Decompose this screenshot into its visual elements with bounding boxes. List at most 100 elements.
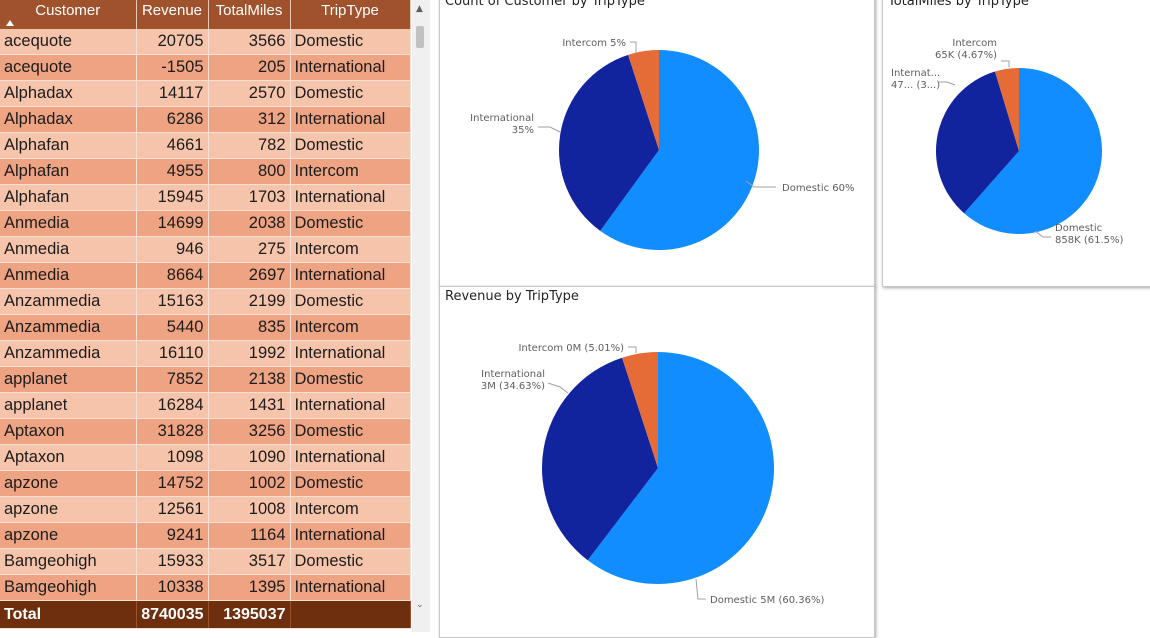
cell-customer: apzone bbox=[0, 522, 137, 549]
cell-customer: Anmedia bbox=[0, 210, 137, 237]
data-label: 858K (61.5%) bbox=[1055, 235, 1123, 246]
table-row[interactable]: Bamgeohigh 10338 1395 International bbox=[0, 574, 411, 601]
table-row[interactable]: applanet 16284 1431 International bbox=[0, 392, 411, 419]
table-row[interactable]: Alphafan 4661 782 Domestic bbox=[0, 132, 411, 159]
total-revenue: 8740035 bbox=[136, 600, 209, 629]
cell-totalmiles: 2038 bbox=[208, 210, 291, 237]
cell-revenue: 8664 bbox=[136, 262, 209, 289]
table-row[interactable]: Alphafan 15945 1703 International bbox=[0, 184, 411, 211]
cell-triptype: International bbox=[290, 392, 411, 419]
cell-customer: Aptaxon bbox=[0, 418, 137, 445]
leader-line bbox=[745, 180, 776, 188]
cell-revenue: 16110 bbox=[136, 340, 209, 367]
table-row[interactable]: Bamgeohigh 15933 3517 Domestic bbox=[0, 548, 411, 575]
scroll-down-arrow-icon[interactable]: ⌄ bbox=[416, 600, 424, 610]
cell-revenue: 4661 bbox=[136, 132, 209, 159]
table-row[interactable]: Anmedia 8664 2697 International bbox=[0, 262, 411, 289]
customer-table-visual: Customer Revenue TotalMiles TripType ace… bbox=[0, 0, 430, 632]
chart-title: Count of Customer by TripType bbox=[445, 0, 645, 9]
sort-ascending-icon[interactable] bbox=[6, 20, 14, 26]
table-row[interactable]: acequote 20705 3566 Domestic bbox=[0, 29, 411, 55]
data-label: Intercom bbox=[952, 38, 997, 49]
cell-triptype: Intercom bbox=[290, 236, 411, 263]
cell-customer: Anzammedia bbox=[0, 340, 137, 367]
pie-slice-intercom[interactable] bbox=[628, 50, 659, 150]
cell-triptype: International bbox=[290, 54, 411, 81]
table-row[interactable]: Aptaxon 31828 3256 Domestic bbox=[0, 418, 411, 445]
chart-title: TotalMiles by TripType bbox=[888, 0, 1029, 9]
data-label: Intercom 5% bbox=[562, 38, 626, 49]
cell-totalmiles: 205 bbox=[208, 54, 291, 81]
pie-slice-intercom[interactable] bbox=[994, 68, 1019, 151]
table-row[interactable]: Anmedia 946 275 Intercom bbox=[0, 236, 411, 263]
cell-customer: Alphadax bbox=[0, 80, 137, 107]
table-header-row: Customer Revenue TotalMiles TripType bbox=[0, 0, 411, 29]
table-row[interactable]: Anzammedia 15163 2199 Domestic bbox=[0, 288, 411, 315]
cell-totalmiles: 1090 bbox=[208, 444, 291, 471]
total-miles: 1395037 bbox=[208, 600, 291, 629]
table-row[interactable]: applanet 7852 2138 Domestic bbox=[0, 366, 411, 393]
cell-totalmiles: 3256 bbox=[208, 418, 291, 445]
column-header-totalmiles[interactable]: TotalMiles bbox=[208, 0, 291, 29]
pie-slice-intercom[interactable] bbox=[622, 352, 658, 468]
cell-totalmiles: 1992 bbox=[208, 340, 291, 367]
cell-triptype: International bbox=[290, 106, 411, 133]
table-row[interactable]: Alphadax 14117 2570 Domestic bbox=[0, 80, 411, 107]
cell-totalmiles: 2199 bbox=[208, 288, 291, 315]
cell-revenue: 14117 bbox=[136, 80, 209, 107]
table-scrollbar[interactable]: ▲ ⌄ bbox=[412, 0, 430, 632]
cell-revenue: 15945 bbox=[136, 184, 209, 211]
cell-revenue: 1098 bbox=[136, 444, 209, 471]
pie-slice-international[interactable] bbox=[542, 357, 658, 561]
cell-triptype: Domestic bbox=[290, 132, 411, 159]
cell-totalmiles: 2570 bbox=[208, 80, 291, 107]
cell-triptype: Intercom bbox=[290, 496, 411, 523]
table-row[interactable]: apzone 14752 1002 Domestic bbox=[0, 470, 411, 497]
leader-line bbox=[547, 382, 569, 394]
cell-totalmiles: 1164 bbox=[208, 522, 291, 549]
table-row[interactable]: Anmedia 14699 2038 Domestic bbox=[0, 210, 411, 237]
leader-line bbox=[1034, 230, 1051, 238]
table-row[interactable]: apzone 12561 1008 Intercom bbox=[0, 496, 411, 523]
table-row[interactable]: Anzammedia 16110 1992 International bbox=[0, 340, 411, 367]
table-row[interactable]: Aptaxon 1098 1090 International bbox=[0, 444, 411, 471]
cell-revenue: -1505 bbox=[136, 54, 209, 81]
cell-totalmiles: 782 bbox=[208, 132, 291, 159]
table-row[interactable]: Alphadax 6286 312 International bbox=[0, 106, 411, 133]
cell-customer: apzone bbox=[0, 470, 137, 497]
totalmiles-by-triptype-pie-card[interactable]: TotalMiles by TripType Domestic 858K (61.… bbox=[882, 0, 1150, 287]
cell-revenue: 6286 bbox=[136, 106, 209, 133]
column-header-revenue[interactable]: Revenue bbox=[136, 0, 209, 29]
data-label: 3M (34.63%) bbox=[481, 381, 545, 392]
table-row[interactable]: Anzammedia 5440 835 Intercom bbox=[0, 314, 411, 341]
cell-triptype: Domestic bbox=[290, 80, 411, 107]
table-row[interactable]: Alphafan 4955 800 Intercom bbox=[0, 158, 411, 185]
cell-revenue: 14699 bbox=[136, 210, 209, 237]
cell-revenue: 31828 bbox=[136, 418, 209, 445]
pie-slice-international[interactable] bbox=[936, 71, 1019, 214]
cell-triptype: International bbox=[290, 574, 411, 601]
pie-slice-domestic[interactable] bbox=[964, 68, 1102, 234]
column-header-triptype[interactable]: TripType bbox=[290, 0, 411, 29]
cell-totalmiles: 835 bbox=[208, 314, 291, 341]
cell-customer: Anmedia bbox=[0, 262, 137, 289]
count-by-triptype-pie-card[interactable]: Count of Customer by TripType Domestic 6… bbox=[439, 0, 875, 287]
leader-line bbox=[939, 81, 956, 86]
cell-customer: Alphadax bbox=[0, 106, 137, 133]
table-row[interactable]: acequote -1505 205 International bbox=[0, 54, 411, 81]
column-header-customer[interactable]: Customer bbox=[0, 0, 137, 29]
cell-totalmiles: 1703 bbox=[208, 184, 291, 211]
revenue-by-triptype-pie-card[interactable]: Revenue by TripType Domestic 5M (60.36%)… bbox=[439, 286, 875, 638]
pie-slice-domestic[interactable] bbox=[587, 352, 774, 584]
pie-slice-international[interactable] bbox=[559, 54, 659, 231]
pie-slice-domestic[interactable] bbox=[600, 50, 759, 251]
data-label: 47... (3...) bbox=[891, 80, 940, 91]
cell-revenue: 14752 bbox=[136, 470, 209, 497]
scroll-thumb[interactable] bbox=[416, 26, 424, 48]
cell-totalmiles: 2138 bbox=[208, 366, 291, 393]
table-row[interactable]: apzone 9241 1164 International bbox=[0, 522, 411, 549]
scroll-up-arrow-icon[interactable]: ▲ bbox=[416, 4, 423, 14]
